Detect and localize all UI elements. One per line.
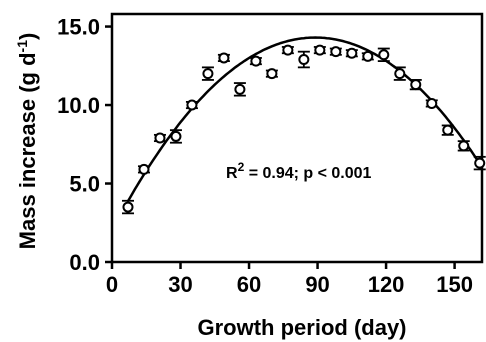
data-point bbox=[282, 44, 294, 56]
y-tick-label: 15.0 bbox=[57, 15, 100, 40]
data-point bbox=[410, 79, 422, 91]
data-point bbox=[202, 68, 214, 80]
y-axis-title: Mass increase (g d-1) bbox=[14, 33, 40, 250]
x-axis-ticks: 0 30 60 90 120 150 bbox=[106, 262, 473, 297]
y-axis-ticks: 0.0 5.0 10.0 15.0 bbox=[57, 15, 112, 275]
r2-rest: = 0.94; p < 0.001 bbox=[244, 165, 371, 182]
plot-frame bbox=[110, 12, 484, 264]
r2-superscript: 2 bbox=[238, 160, 245, 174]
data-point bbox=[186, 99, 198, 111]
y-tick-label: 10.0 bbox=[57, 93, 100, 118]
x-tick-label: 150 bbox=[436, 272, 473, 297]
data-point bbox=[474, 157, 486, 169]
x-tick-label: 120 bbox=[368, 272, 405, 297]
data-point bbox=[458, 140, 470, 152]
r-squared-annotation: R2 = 0.94; p < 0.001 bbox=[226, 160, 372, 182]
x-axis-title: Growth period (day) bbox=[198, 315, 407, 340]
data-point bbox=[314, 44, 326, 56]
data-point bbox=[234, 83, 246, 95]
axes bbox=[110, 12, 484, 264]
data-point bbox=[298, 54, 310, 66]
data-point bbox=[138, 163, 150, 175]
data-point bbox=[154, 132, 166, 144]
data-point bbox=[346, 47, 358, 59]
x-tick-label: 60 bbox=[237, 272, 261, 297]
r2-prefix: R bbox=[226, 165, 238, 182]
x-tick-label: 90 bbox=[305, 272, 329, 297]
data-point bbox=[170, 130, 182, 142]
y-axis-title-close: ) bbox=[15, 33, 40, 40]
data-point bbox=[426, 97, 438, 109]
data-point bbox=[378, 49, 390, 61]
data-point bbox=[442, 124, 454, 136]
data-point bbox=[330, 46, 342, 58]
data-point bbox=[362, 50, 374, 62]
data-point bbox=[122, 201, 134, 213]
data-points bbox=[121, 44, 486, 215]
y-tick-label: 0.0 bbox=[69, 250, 100, 275]
data-point bbox=[218, 52, 230, 64]
data-point bbox=[266, 68, 278, 80]
y-axis-title-sup: -1 bbox=[14, 40, 30, 53]
y-axis-title-main: Mass increase (g d bbox=[15, 52, 40, 249]
x-tick-label: 0 bbox=[106, 272, 118, 297]
data-point bbox=[250, 55, 262, 67]
data-point bbox=[394, 68, 406, 80]
y-tick-label: 5.0 bbox=[69, 172, 100, 197]
x-tick-label: 30 bbox=[168, 272, 192, 297]
